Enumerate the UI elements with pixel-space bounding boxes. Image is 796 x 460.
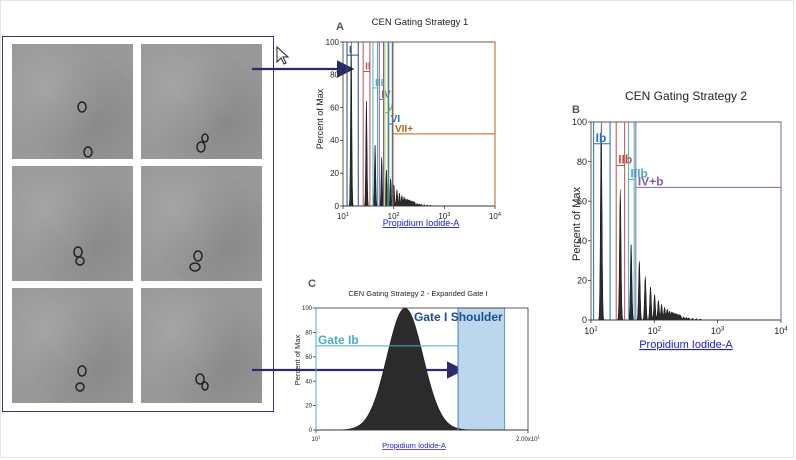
chart-a-y-tick-label-5: 100	[326, 38, 340, 47]
cell-image-2	[141, 44, 262, 159]
chart-a-x-tick-label-1: 102	[388, 212, 400, 221]
chart-a-gate-label-0: I	[349, 45, 352, 56]
chart-c-x-tick-label-1: 2.00x101	[516, 435, 540, 443]
chart-b-y-tick-label-3: 60	[577, 196, 587, 206]
chart-c-ylabel: Percent of Max	[293, 335, 302, 386]
chart-c-plot: 0 20 40 60 80 100 101 2.00x101 Gate Ib Gate I Sho…	[302, 306, 541, 443]
cell-image-1	[12, 44, 133, 159]
chart-b-title: CEN Gating Strategy 2	[625, 89, 747, 103]
chart-c-xlabel: Propidium Iodide-A	[382, 441, 446, 450]
chart-c-gate-label-0: Gate Ib	[318, 333, 359, 347]
chart-a-x-tick-label-0: 101	[337, 212, 349, 221]
cell-image-3	[12, 166, 133, 281]
chart-c-y-tick-label-0: 0	[309, 428, 313, 434]
chart-b-x-tick-label-1: 102	[648, 325, 662, 336]
chart-b-y-tick-label-5: 100	[572, 117, 587, 127]
chart-a-x-tick-label-2: 103	[438, 212, 450, 221]
chart-a-y-tick-label-4: 80	[330, 71, 339, 80]
chart-b: B CEN Gating Strategy 2 Percent of Max P…	[571, 89, 788, 351]
chart-a-gate-label-6: VII+	[395, 124, 413, 135]
chart-b-y-tick-label-4: 80	[577, 157, 587, 167]
chart-a-panel-label: A	[336, 21, 344, 33]
chart-a-y-tick-label-0: 0	[335, 202, 340, 211]
cell-image-5	[12, 288, 133, 403]
chart-c-y-tick-label-4: 80	[305, 331, 312, 337]
chart-b-gate-label-3: IV+b	[638, 174, 664, 188]
chart-a-xlabel: Propidium Iodide-A	[383, 218, 460, 228]
chart-a: A CEN Gating Strategy 1 Percent of Max P…	[315, 17, 501, 228]
chart-a-y-tick-label-2: 40	[330, 136, 339, 145]
chart-b-x-tick-label-0: 101	[584, 325, 598, 336]
chart-c-y-tick-label-2: 40	[305, 379, 312, 385]
chart-a-x-tick-label-3: 104	[489, 212, 501, 221]
cell-image-grid	[2, 36, 274, 412]
chart-a-gate-label-1: II	[365, 62, 371, 73]
chart-b-panel-label: B	[572, 104, 580, 116]
chart-b-y-tick-label-2: 40	[577, 236, 587, 246]
chart-a-y-tick-label-1: 20	[330, 169, 339, 178]
chart-c-gate-shaded-region-1	[457, 307, 506, 431]
chart-b-x-tick-label-3: 104	[774, 325, 788, 336]
chart-c-panel-label: C	[308, 278, 316, 290]
cell-image-6	[141, 288, 262, 403]
chart-b-xlabel: Propidium Iodide-A	[639, 339, 733, 351]
chart-c-y-tick-label-5: 100	[302, 306, 313, 312]
chart-c-y-tick-label-1: 20	[305, 404, 312, 410]
chart-a-gate-label-5: VI	[391, 114, 401, 125]
chart-b-gate-label-2: IIIb	[630, 166, 647, 180]
chart-c-title: CEN Gating Strategy 2 - Expanded Gate I	[348, 289, 487, 298]
mouse-cursor-icon	[276, 46, 290, 65]
chart-c-gate-label-1: Gate I Shoulder	[414, 310, 503, 324]
chart-c: C CEN Gating Strategy 2 - Expanded Gate …	[293, 278, 541, 450]
chart-b-y-tick-label-1: 20	[577, 276, 587, 286]
chart-b-gate-label-0: Ib	[596, 131, 607, 145]
chart-b-ylabel: Percent of Max	[571, 187, 583, 261]
chart-c-y-tick-label-3: 60	[305, 355, 312, 361]
cell-image-4	[141, 166, 262, 281]
chart-a-y-tick-label-3: 60	[330, 103, 339, 112]
chart-a-gate-label-4: V	[387, 103, 394, 114]
chart-c-x-tick-label-0: 101	[311, 435, 321, 443]
chart-b-x-tick-label-2: 103	[711, 325, 725, 336]
chart-a-plot: 020406080100101102103104IIIIIIIVVVIVII+	[326, 38, 501, 221]
chart-b-y-tick-label-0: 0	[582, 315, 587, 325]
chart-a-title: CEN Gating Strategy 1	[372, 17, 469, 28]
chart-a-ylabel: Percent of Max	[315, 88, 325, 149]
chart-b-gate-label-1: IIb	[618, 153, 632, 167]
chart-a-gate-label-3: IV	[381, 89, 391, 100]
